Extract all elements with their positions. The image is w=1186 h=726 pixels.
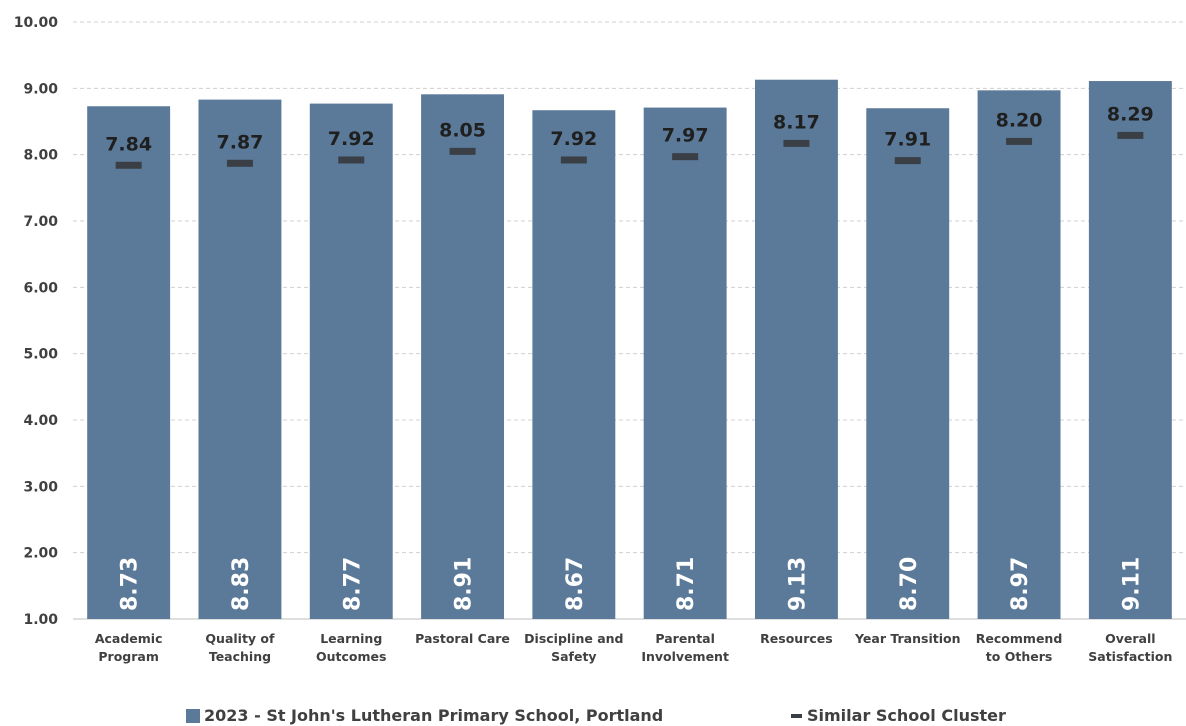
- legend-label-cluster: Similar School Cluster: [807, 706, 1006, 725]
- y-tick-label: 7.00: [23, 214, 58, 230]
- y-tick-label: 2.00: [23, 546, 58, 562]
- cluster-marker-value: 7.92: [328, 128, 375, 150]
- cluster-marker-value: 7.91: [884, 129, 931, 151]
- x-tick-label: Year Transition: [854, 631, 960, 646]
- x-tick-label: Recommend to Others: [976, 631, 1062, 664]
- y-tick-label: 4.00: [23, 413, 58, 429]
- school-bar: [866, 108, 950, 619]
- school-bar-value: 8.71: [674, 557, 699, 611]
- cluster-marker-value: 7.87: [217, 131, 264, 153]
- school-bar: [198, 99, 282, 620]
- cluster-marker: [1006, 137, 1033, 145]
- school-bars: [87, 79, 1172, 620]
- school-bar: [87, 106, 171, 619]
- school-bar: [1088, 81, 1172, 619]
- x-tick-label: Overall Satisfaction: [1088, 631, 1172, 664]
- y-tick-label: 10.00: [14, 15, 59, 31]
- legend-swatch-school: [186, 709, 200, 723]
- x-tick-label: Discipline and Safety: [524, 631, 623, 664]
- school-bar-value: 8.77: [340, 557, 365, 611]
- cluster-marker: [672, 153, 699, 161]
- y-tick-label: 8.00: [23, 148, 58, 164]
- school-bar-value: 8.83: [229, 557, 254, 611]
- school-bar-value: 8.91: [452, 557, 477, 611]
- y-tick-label: 5.00: [23, 347, 58, 363]
- school-bar-value: 8.73: [118, 557, 143, 611]
- school-bar-value: 9.13: [785, 557, 810, 611]
- cluster-marker-value: 7.84: [105, 133, 152, 155]
- cluster-marker: [449, 147, 476, 155]
- x-tick-label: Parental Involvement: [641, 631, 729, 664]
- school-bar: [643, 107, 727, 619]
- cluster-marker-value: 8.29: [1107, 103, 1154, 125]
- y-tick-label: 6.00: [23, 280, 58, 296]
- cluster-marker: [894, 157, 921, 165]
- legend-label-school: 2023 - St John's Lutheran Primary School…: [204, 706, 663, 725]
- cluster-marker: [115, 161, 142, 169]
- x-tick-label: Learning Outcomes: [316, 631, 386, 664]
- school-bar-labels: 8.73 8.83 8.77 8.91 8.67 8.71 9.13 8.70 8.97 9.11: [118, 557, 1145, 611]
- cluster-marker: [226, 159, 253, 167]
- school-bar: [754, 79, 838, 619]
- legend-swatch-cluster: [791, 714, 802, 718]
- cluster-markers: [115, 131, 1144, 169]
- school-bar-value: 8.67: [563, 557, 588, 611]
- x-axis-ticks: Academic Program Quality of Teaching Learnin…: [95, 631, 1173, 664]
- x-tick-label: Pastoral Care: [415, 631, 510, 646]
- cluster-marker: [560, 156, 587, 164]
- school-bar: [421, 94, 505, 619]
- x-tick-label: Academic Program: [95, 631, 163, 664]
- school-bar: [309, 103, 393, 620]
- school-bar: [532, 110, 616, 620]
- school-bar-value: 8.97: [1008, 557, 1033, 611]
- school-bar-value: 9.11: [1119, 557, 1144, 611]
- cluster-marker: [783, 139, 810, 147]
- legend: 2023 - St John's Lutheran Primary School…: [186, 706, 1006, 725]
- cluster-marker-value: 8.20: [996, 109, 1043, 131]
- cluster-marker-value: 8.05: [439, 119, 486, 141]
- cluster-marker-value: 8.17: [773, 111, 820, 133]
- cluster-marker-value: 7.97: [662, 125, 709, 147]
- cluster-marker-value: 7.92: [550, 128, 597, 150]
- x-tick-label: Resources: [760, 631, 833, 646]
- y-tick-label: 9.00: [23, 81, 58, 97]
- y-tick-label: 3.00: [23, 479, 58, 495]
- school-bar: [977, 90, 1061, 619]
- cluster-marker-labels: 7.84 7.87 7.92 8.05 7.92 7.97 8.17 7.91 8.20 8.29: [105, 103, 1154, 155]
- cluster-marker: [338, 156, 365, 164]
- cluster-marker: [1117, 131, 1144, 139]
- x-tick-label: Quality of Teaching: [205, 631, 275, 664]
- y-axis-ticks: 1.00 2.00 3.00 4.00 5.00 6.00 7.00 8.00 9.00 10.0…: [14, 15, 59, 628]
- school-bar-value: 8.70: [897, 557, 922, 611]
- y-tick-label: 1.00: [23, 612, 58, 628]
